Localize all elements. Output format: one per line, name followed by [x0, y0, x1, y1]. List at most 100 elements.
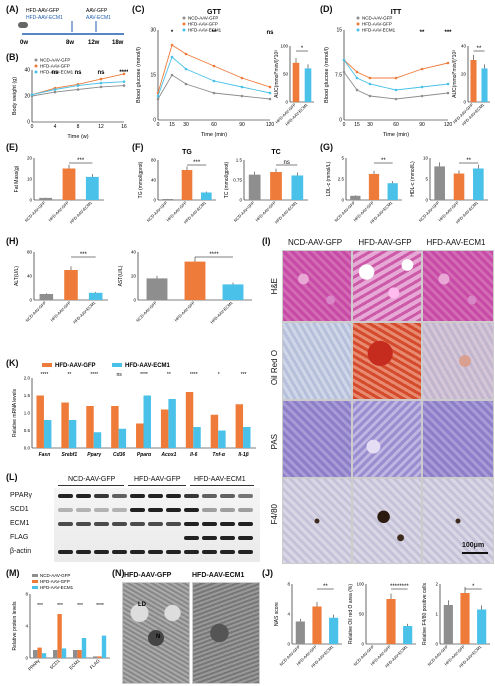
- x-tick-label: 30: [183, 122, 189, 128]
- histology-col-hfd-ecm1: HFD-AAV-ECM1: [426, 238, 486, 247]
- wb-band: [184, 536, 199, 540]
- bar: [470, 60, 477, 102]
- series-line: [157, 44, 271, 94]
- histology-oro-hfd-ecm1: [422, 322, 494, 400]
- bar: [270, 172, 282, 200]
- chart-k-mrna: 0.0 0.5 1.0 1.5 2.0 Relative mRNA levels HFD-A…: [12, 363, 256, 458]
- significance-label: ***: [77, 158, 85, 164]
- y-tick-label: 100: [280, 44, 288, 49]
- x-tick-label: FLAG: [89, 658, 101, 670]
- wb-band: [238, 550, 253, 554]
- wb-band: [112, 550, 127, 554]
- x-tick-label: NCD-AAV-GFP: [233, 200, 256, 223]
- em-image-hfd-ecm1: [192, 582, 260, 684]
- wb-band: [202, 522, 217, 526]
- timeline-tick-12w: 12w: [88, 40, 100, 46]
- bar: [33, 650, 38, 658]
- x-tick-label: 15: [169, 122, 175, 128]
- wb-band: [238, 494, 253, 498]
- y-tick-label: 50: [283, 72, 289, 77]
- data-point: [420, 67, 424, 71]
- wb-group-line-ncd: [58, 485, 124, 486]
- bar: [57, 614, 62, 658]
- bar: [368, 173, 380, 200]
- bar: [53, 650, 58, 658]
- x-axis-label: Time (w): [67, 134, 88, 140]
- wb-band: [202, 550, 217, 554]
- bar: [193, 427, 201, 448]
- bar: [460, 593, 470, 644]
- series-line: [343, 59, 449, 91]
- chart-title: GTT: [207, 9, 222, 16]
- significance-label: **: [381, 158, 386, 164]
- x-tick-label: 90: [239, 122, 245, 128]
- y-tick-label: 10: [27, 177, 33, 182]
- bar: [39, 294, 54, 300]
- wb-band: [112, 508, 127, 512]
- y-axis-label: NAS score: [274, 602, 280, 626]
- histology-he-hfd-gfp: [352, 250, 422, 322]
- panel-label-j: (J): [262, 568, 273, 578]
- x-tick-label: 0: [31, 124, 34, 130]
- significance-label: **: [167, 372, 171, 378]
- data-point: [355, 76, 359, 80]
- y-tick-label: 0: [361, 642, 364, 647]
- histology-row-f480: F4/80: [270, 504, 279, 525]
- western-blot: NCD-AAV-GFP HFD-AAV-GFP HFD-AAV-ECM1 PPA…: [10, 476, 264, 566]
- bar: [473, 168, 484, 200]
- y-axis-label: LDL-c (mmol/L): [326, 161, 332, 196]
- x-tick-label: 90: [419, 122, 425, 128]
- significance-label: ****: [119, 70, 128, 76]
- y-tick-label: 0: [339, 118, 342, 124]
- wb-row-label: ECM1: [10, 520, 30, 527]
- wb-band: [94, 508, 109, 512]
- wb-band: [58, 550, 73, 554]
- y-tick-label: 20: [24, 94, 30, 100]
- wb-col-hfd-gfp: HFD-AAV-GFP: [134, 476, 181, 483]
- bar: [312, 606, 322, 644]
- timeline-label-hfd-gfp: HFD-AAV-GFP: [26, 8, 60, 14]
- y-tick-label: 7.5: [335, 73, 342, 79]
- wb-band: [58, 494, 73, 498]
- x-tick-label: HFD-AAV-GFP: [254, 200, 277, 223]
- x-tick-label: 8: [77, 124, 80, 130]
- timeline-tick-18w: 18w: [112, 40, 124, 46]
- y-tick-label: 40: [131, 250, 137, 255]
- x-tick-label: Acox1: [160, 452, 176, 458]
- timeline-label-aav-gfp: AAV-GFP: [86, 8, 108, 14]
- y-tick-label: 0: [25, 656, 28, 661]
- y-tick-label: 0: [463, 100, 466, 105]
- significance-label: **: [323, 584, 328, 590]
- significance-label: **: [477, 46, 482, 52]
- bar: [477, 609, 487, 644]
- x-tick-label: ECM1: [68, 658, 81, 671]
- em-image-hfd-gfp: [122, 582, 190, 684]
- em-label-ld: LD: [138, 602, 146, 608]
- data-point: [53, 90, 57, 94]
- wb-band: [94, 550, 109, 554]
- significance-label: ****: [140, 372, 148, 378]
- y-tick-label: 8: [287, 582, 290, 587]
- bar: [210, 414, 219, 448]
- data-point: [342, 58, 346, 62]
- y-tick-label: 0: [133, 298, 136, 303]
- bar: [403, 626, 413, 644]
- bar: [243, 427, 251, 448]
- data-point: [268, 97, 272, 101]
- y-axis-label: AUC(mmol*min/l)*10³: [452, 50, 458, 98]
- significance-label: ***: [37, 603, 43, 609]
- panel-label-l: (L): [6, 472, 18, 482]
- x-tick-label: 30: [367, 122, 373, 128]
- timeline-label-hfd-ecm1: HFD-AAV-ECM1: [26, 15, 63, 21]
- bar: [291, 175, 304, 200]
- wb-band: [130, 508, 145, 512]
- histology-col-hfd-gfp: HFD-AAV-GFP: [358, 238, 412, 247]
- legend-label: NCD-AAV-GFP: [362, 16, 392, 21]
- bar: [184, 261, 206, 300]
- wb-band: [238, 508, 253, 512]
- x-tick-label: 4: [54, 124, 57, 130]
- y-tick-label: 20: [27, 156, 33, 161]
